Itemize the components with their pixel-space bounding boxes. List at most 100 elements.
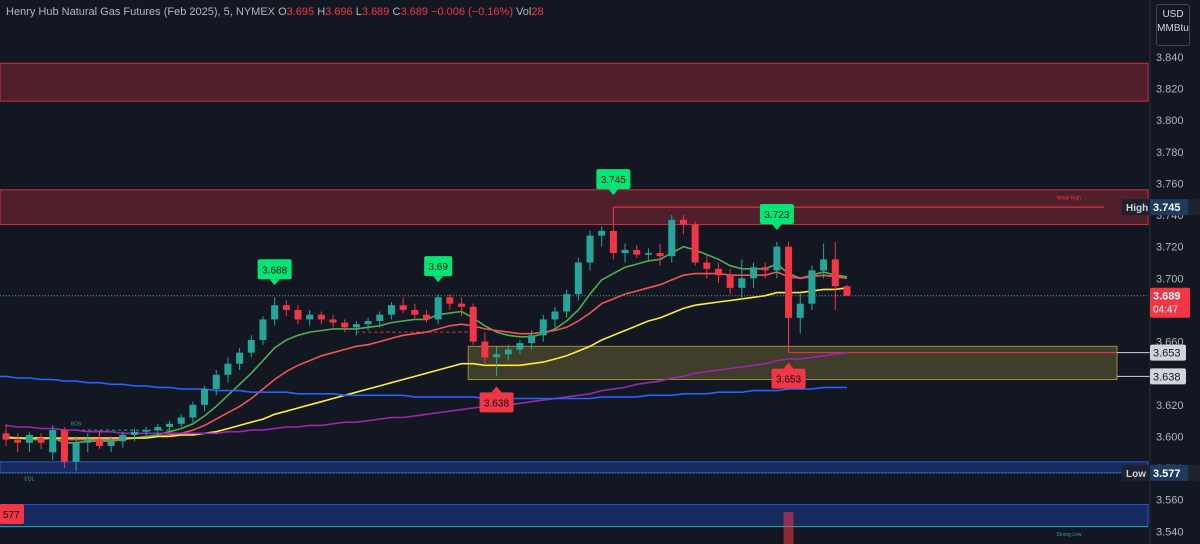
price-tick-1: 3.560 (1156, 495, 1184, 507)
blue-moving-average (0, 375, 847, 400)
candle-body-32 (376, 314, 384, 322)
swing-label-box (257, 259, 292, 280)
price-tick-4: 3.620 (1156, 400, 1184, 412)
swing-label-text: 3.638 (484, 398, 509, 409)
price-label-box (1150, 344, 1186, 361)
price-tick-3: 3.600 (1156, 431, 1184, 443)
candle-body-44 (516, 343, 524, 350)
price-label-3: 3.638 (1150, 368, 1186, 385)
candle-body-58 (679, 219, 687, 225)
candle-body-46 (539, 319, 547, 336)
swing-label-pointer (608, 189, 619, 196)
price-tick-8: 3.700 (1156, 273, 1184, 285)
volume-value: 28 (531, 6, 544, 18)
candle-body-50 (586, 235, 594, 263)
candle-body-10 (119, 434, 127, 442)
candle-body-33 (387, 305, 395, 315)
candle-body-23 (271, 305, 279, 320)
moving-averages-layer (0, 245, 848, 444)
price-label-text: 3.689 (1153, 291, 1181, 303)
price-label-text: 3.745 (1153, 202, 1181, 214)
candle-body-39 (458, 303, 466, 307)
candle-body-4 (49, 430, 57, 453)
swing-label-box (596, 169, 631, 190)
high-value: 3.696 (325, 6, 353, 18)
candle-body-30 (352, 324, 360, 328)
candle-body-24 (282, 305, 290, 310)
left-edge-label-text: 577 (3, 510, 20, 521)
candle-body-55 (644, 253, 652, 255)
candle-body-37 (434, 297, 442, 320)
candle-body-27 (317, 314, 325, 320)
swing-label-text: 3.745 (601, 175, 626, 186)
price-axis[interactable]: 3.5403.5603.5803.6003.6203.6403.6603.680… (1122, 0, 1200, 544)
candle-body-13 (154, 426, 162, 431)
candle-body-59 (691, 224, 699, 263)
candle-body-34 (399, 305, 407, 310)
candle-body-2 (25, 434, 33, 443)
candle-body-53 (621, 249, 629, 254)
close-value: 3.689 (400, 6, 428, 18)
candle-body-51 (598, 230, 606, 236)
swing-label-high-1: 3.69 (424, 256, 453, 283)
structure-label-1: EQL (24, 477, 34, 483)
price-label-text: 3.638 (1153, 371, 1181, 383)
candle-body-71 (831, 259, 839, 287)
price-label-box (1150, 287, 1190, 318)
candle-body-22 (259, 319, 267, 340)
candle-body-19 (224, 363, 232, 375)
candle-body-72 (843, 286, 851, 296)
candle-body-52 (609, 230, 617, 254)
candle-body-28 (329, 319, 337, 323)
chart-header: Henry Hub Natural Gas Futures (Feb 2025)… (6, 6, 544, 18)
price-tick-14: 3.820 (1156, 84, 1184, 96)
candle-body-61 (714, 268, 722, 276)
candle-body-15 (177, 417, 185, 424)
candle-body-35 (411, 309, 419, 315)
swing-label-box (424, 256, 453, 277)
candle-body-65 (761, 267, 769, 271)
change-value: −0.006 (−0.16%) (431, 6, 513, 18)
symbol-title[interactable]: Henry Hub Natural Gas Futures (Feb 2025)… (6, 6, 275, 18)
structure-label-2: Weak High (1057, 195, 1082, 201)
zone-3 (0, 461, 1149, 474)
structure-label-3: Strong Low (1056, 532, 1082, 538)
volume-bar (783, 512, 794, 544)
candles-layer (2, 207, 851, 544)
swing-label-high-3: 3.723 (759, 203, 794, 230)
price-label-value-box (1150, 464, 1188, 481)
price-label-4: Low 3.577 (1122, 464, 1200, 481)
volume-label: Vol (516, 6, 532, 18)
swing-label-box (771, 368, 806, 389)
candle-body-7 (84, 439, 92, 443)
yellow-moving-average (6, 287, 848, 439)
candle-body-1 (14, 439, 22, 443)
candle-body-60 (703, 262, 711, 269)
price-label-prefix: Low (1126, 469, 1146, 480)
high-label: H (317, 6, 326, 18)
candle-body-43 (504, 349, 512, 355)
swing-label-low-4: 3.638 (479, 386, 514, 413)
currency-label: USD (1162, 9, 1184, 20)
price-tick-11: 3.760 (1156, 178, 1184, 190)
candle-body-26 (306, 314, 314, 320)
swing-label-text: 3.653 (776, 375, 801, 386)
close-label: C (392, 6, 401, 18)
candle-body-25 (294, 309, 302, 320)
zone-4 (0, 503, 1149, 528)
candle-body-9 (107, 441, 115, 446)
zones-layer (0, 62, 1149, 528)
price-label-box (1150, 368, 1186, 385)
swing-label-text: 3.69 (428, 262, 448, 273)
candle-body-56 (656, 253, 664, 257)
candle-body-0 (2, 433, 10, 440)
open-label: O (278, 6, 287, 18)
price-tick-15: 3.840 (1156, 52, 1184, 64)
price-label-0: High 3.745 (1122, 199, 1200, 216)
swing-label-pointer (269, 279, 280, 286)
candle-body-62 (726, 275, 734, 288)
candle-body-40 (469, 306, 477, 342)
currency-unit-button[interactable]: USD MMBtu (1156, 4, 1190, 46)
candle-body-64 (750, 267, 758, 279)
